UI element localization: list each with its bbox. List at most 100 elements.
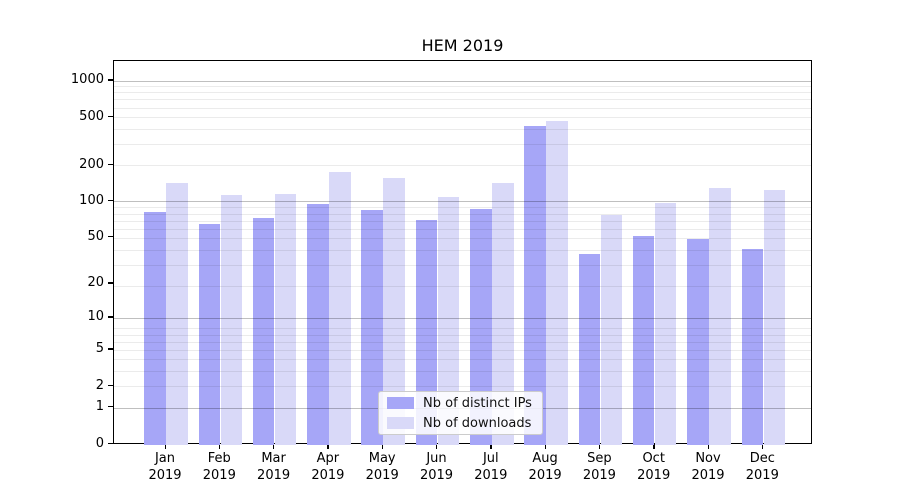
- x-tick-label-oct: Oct 2019: [637, 451, 671, 483]
- bar-downloads-sep: [600, 214, 623, 445]
- minor-gridline: [114, 92, 811, 94]
- y-tick-label: 2: [95, 377, 104, 393]
- legend: Nb of distinct IPs Nb of downloads: [378, 391, 543, 435]
- x-tick: [381, 444, 384, 449]
- bar-distinct-ips-aug: [524, 126, 546, 445]
- x-tick: [653, 444, 655, 449]
- x-tick-label-may: May 2019: [365, 451, 399, 483]
- major-gridline: [114, 201, 811, 203]
- bar-downloads-dec: [763, 190, 786, 445]
- y-tick: [108, 348, 113, 350]
- bar-downloads-jun: [437, 197, 460, 445]
- minor-gridline: [114, 117, 811, 119]
- x-tick-label-aug: Aug 2019: [528, 451, 562, 483]
- bar-distinct-ips-apr: [307, 204, 329, 445]
- minor-gridline: [114, 371, 811, 373]
- minor-gridline: [114, 349, 811, 351]
- legend-label-distinct-ips: Nb of distinct IPs: [423, 395, 532, 411]
- minor-gridline: [114, 286, 811, 288]
- y-tick-label: 500: [79, 108, 104, 124]
- legend-label-downloads: Nb of downloads: [423, 415, 532, 431]
- minor-gridline: [114, 128, 811, 130]
- bar-distinct-ips-feb: [198, 223, 221, 445]
- minor-gridline: [114, 249, 811, 251]
- x-tick: [490, 444, 492, 449]
- y-tick: [108, 115, 113, 117]
- y-tick-label: 0: [95, 435, 104, 451]
- minor-gridline: [114, 359, 811, 361]
- bar-distinct-ips-nov: [687, 239, 709, 445]
- bar-downloads-may: [383, 178, 405, 445]
- x-tick-label-apr: Apr 2019: [311, 451, 345, 483]
- x-tick: [327, 444, 329, 449]
- legend-swatch-distinct-ips: [387, 397, 414, 409]
- y-tick: [108, 235, 113, 238]
- bar-distinct-ips-mar: [252, 218, 275, 445]
- legend-item-distinct-ips: Nb of distinct IPs: [385, 394, 536, 412]
- minor-gridline: [114, 144, 811, 146]
- y-tick: [108, 316, 113, 318]
- y-tick: [108, 163, 113, 165]
- major-gridline: [114, 80, 811, 82]
- x-tick-label-sep: Sep 2019: [582, 451, 616, 483]
- bar-distinct-ips-oct: [632, 236, 655, 445]
- bar-downloads-aug: [546, 121, 568, 445]
- x-tick: [707, 444, 709, 449]
- minor-gridline: [114, 328, 811, 330]
- minor-gridline: [114, 238, 811, 240]
- y-tick-label: 1000: [70, 72, 104, 88]
- minor-gridline: [114, 86, 811, 88]
- bar-downloads-mar: [274, 193, 297, 445]
- major-gridline: [114, 317, 811, 319]
- y-tick: [108, 384, 113, 387]
- x-tick-label-dec: Dec 2019: [745, 451, 779, 483]
- y-tick: [108, 282, 113, 284]
- y-tick-label: 100: [79, 192, 104, 208]
- x-tick: [761, 444, 764, 449]
- bar-downloads-jul: [492, 182, 514, 445]
- minor-gridline: [114, 207, 811, 209]
- chart-title: HEM 2019: [421, 36, 504, 55]
- x-tick: [164, 444, 166, 449]
- y-tick-label: 1: [95, 399, 104, 415]
- x-tick: [544, 444, 546, 449]
- x-tick-label-jan: Jan 2019: [148, 451, 182, 483]
- y-tick-label: 20: [87, 275, 104, 291]
- bar-distinct-ips-jul: [470, 208, 492, 445]
- minor-gridline: [114, 265, 811, 267]
- bar-distinct-ips-dec: [741, 248, 764, 445]
- minor-gridline: [114, 386, 811, 388]
- plot-area: [113, 60, 812, 445]
- x-tick: [436, 444, 438, 449]
- y-tick: [108, 406, 113, 408]
- x-tick-label-nov: Nov 2019: [691, 451, 725, 483]
- bar-distinct-ips-jan: [144, 211, 166, 445]
- minor-gridline: [114, 213, 811, 215]
- y-tick-label: 10: [87, 309, 104, 325]
- x-tick: [598, 444, 601, 449]
- bar-downloads-feb: [220, 194, 243, 445]
- minor-gridline: [114, 165, 811, 167]
- x-tick-label-jun: Jun 2019: [419, 451, 454, 483]
- x-tick: [273, 444, 275, 449]
- bar-downloads-nov: [709, 187, 731, 445]
- bar-downloads-apr: [329, 172, 351, 445]
- y-tick: [108, 442, 113, 444]
- bar-downloads-jan: [166, 182, 188, 445]
- x-tick: [218, 444, 221, 449]
- y-tick: [108, 79, 113, 81]
- minor-gridline: [114, 334, 811, 336]
- x-tick-label-jul: Jul 2019: [474, 451, 508, 483]
- minor-gridline: [114, 341, 811, 343]
- legend-item-downloads: Nb of downloads: [385, 414, 536, 432]
- bar-downloads-oct: [654, 202, 677, 445]
- x-tick-label-feb: Feb 2019: [202, 451, 236, 483]
- y-tick: [108, 199, 113, 202]
- y-tick-label: 50: [87, 228, 104, 244]
- legend-swatch-downloads: [387, 417, 414, 429]
- x-tick-label-mar: Mar 2019: [257, 451, 291, 483]
- minor-gridline: [114, 220, 811, 222]
- y-tick-label: 200: [79, 156, 104, 172]
- minor-gridline: [114, 107, 811, 109]
